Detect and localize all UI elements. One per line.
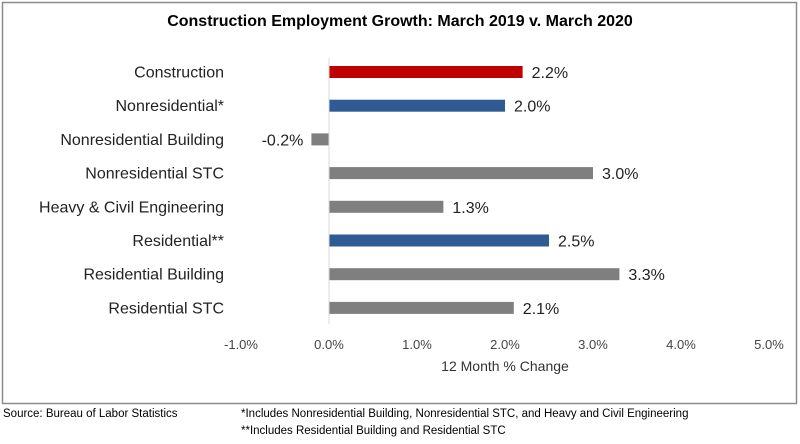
- source-note: Source: Bureau of Labor Statistics: [3, 408, 178, 420]
- x-axis-label: 12 Month % Change: [441, 358, 569, 374]
- data-label: 2.0%: [514, 99, 550, 116]
- x-tick-label: 2.0%: [490, 337, 520, 352]
- data-label: 2.1%: [523, 301, 559, 318]
- bar: [329, 99, 505, 112]
- data-label: -0.2%: [262, 132, 304, 149]
- bar: [311, 133, 329, 146]
- category-label: Nonresidential Building: [60, 132, 224, 149]
- chart-title: Construction Employment Growth: March 20…: [167, 13, 633, 30]
- data-label: 2.5%: [558, 234, 594, 251]
- x-tick-label: -1.0%: [224, 337, 258, 352]
- data-label: 1.3%: [452, 200, 488, 217]
- x-tick-label: 4.0%: [666, 337, 696, 352]
- category-label: Residential Building: [83, 267, 224, 284]
- data-label: 3.3%: [628, 267, 664, 284]
- category-label: Nonresidential*: [115, 98, 224, 115]
- data-label: 3.0%: [602, 166, 638, 183]
- bar: [329, 200, 444, 213]
- category-label: Construction: [134, 65, 224, 82]
- bar: [329, 301, 514, 314]
- bar: [329, 167, 593, 180]
- bar: [329, 66, 523, 78]
- category-label: Heavy & Civil Engineering: [39, 199, 224, 216]
- x-tick-label: 1.0%: [402, 337, 432, 352]
- data-label: 2.2%: [532, 65, 568, 82]
- bar: [329, 234, 549, 247]
- category-label: Residential**: [132, 233, 224, 250]
- x-tick-label: 3.0%: [578, 337, 608, 352]
- x-tick-label: 5.0%: [754, 337, 784, 352]
- x-tick-label: 0.0%: [314, 337, 344, 352]
- footnote-1: *Includes Nonresidential Building, Nonre…: [241, 408, 688, 420]
- bar: [329, 268, 620, 281]
- footnote-2: **Includes Residential Building and Resi…: [241, 425, 506, 437]
- category-label: Residential STC: [108, 300, 224, 317]
- category-label: Nonresidential STC: [85, 166, 224, 183]
